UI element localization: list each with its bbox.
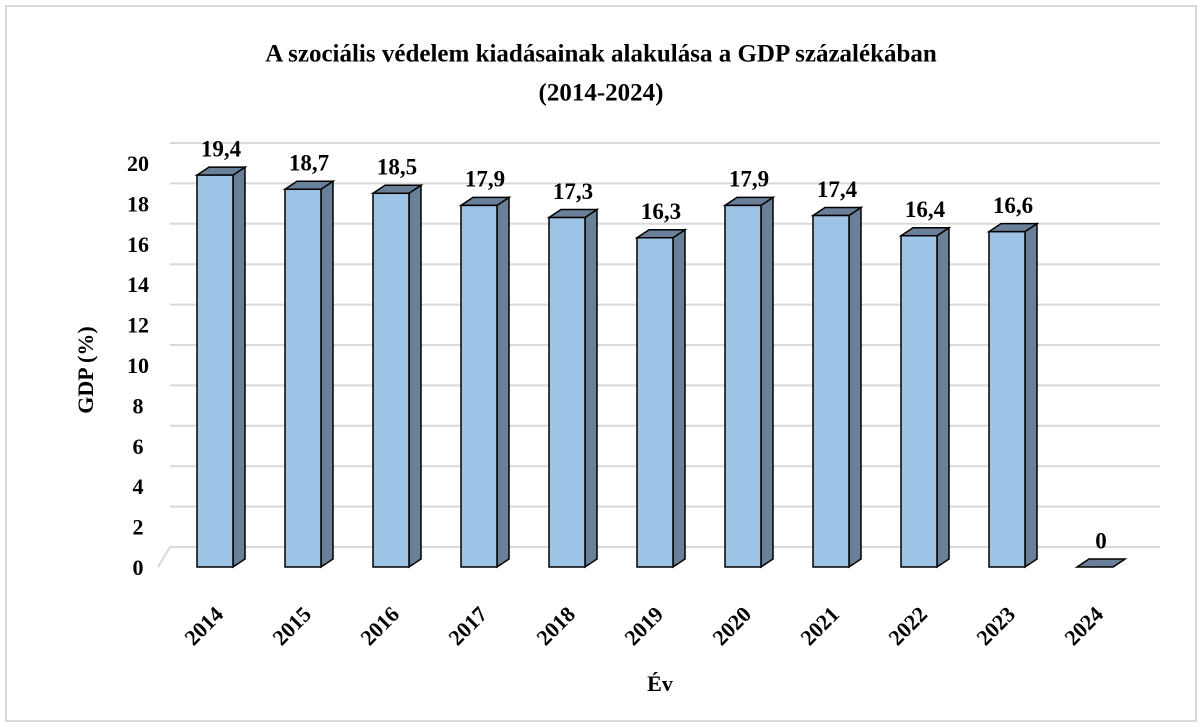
y-axis-label: GDP (%) xyxy=(73,326,98,413)
floor-line xyxy=(157,546,171,568)
bar xyxy=(986,222,1040,569)
bar-side xyxy=(848,206,862,569)
y-tick-label: 18 xyxy=(127,191,149,216)
data-label: 18,7 xyxy=(289,151,329,176)
bar-front xyxy=(724,204,762,568)
bar-side xyxy=(672,228,686,569)
data-label: 17,4 xyxy=(817,177,858,202)
bar-side xyxy=(936,226,950,569)
data-label: 17,9 xyxy=(465,167,505,192)
x-axis-label: Év xyxy=(647,671,673,696)
bar-side xyxy=(1024,222,1038,569)
bar xyxy=(810,206,864,569)
data-label: 16,4 xyxy=(905,197,946,222)
bar xyxy=(898,226,952,569)
bar xyxy=(1074,558,1128,568)
bar-side xyxy=(584,208,598,569)
bar xyxy=(634,228,688,569)
bar xyxy=(194,165,248,569)
bar xyxy=(282,179,336,569)
data-label: 17,3 xyxy=(553,179,593,204)
bar-front xyxy=(900,234,938,568)
bar-side xyxy=(232,165,246,569)
bar xyxy=(458,196,512,569)
data-label: 0 xyxy=(1095,528,1107,553)
bar-side xyxy=(408,183,422,569)
y-tick-label: 6 xyxy=(133,434,144,459)
bar-front xyxy=(372,192,410,568)
y-tick-label: 20 xyxy=(127,151,149,176)
bar-side xyxy=(320,179,334,569)
y-tick-label: 4 xyxy=(133,474,144,499)
data-label: 16,3 xyxy=(641,199,681,224)
bar-top xyxy=(1074,558,1128,568)
data-label: 18,5 xyxy=(377,155,417,180)
bar-front xyxy=(284,188,322,568)
bar-front xyxy=(988,230,1026,568)
y-tick-label: 16 xyxy=(127,232,149,257)
bar xyxy=(370,183,424,569)
bar-front xyxy=(460,204,498,568)
y-tick-label: 8 xyxy=(133,393,144,418)
data-label: 19,4 xyxy=(201,136,242,161)
data-label: 17,9 xyxy=(729,167,769,192)
y-tick-label: 0 xyxy=(133,555,144,580)
y-tick-label: 14 xyxy=(127,272,149,297)
bar-side xyxy=(760,196,774,569)
bar-front xyxy=(548,216,586,568)
chart-title: A szociális védelem kiadásainak alakulás… xyxy=(265,41,937,68)
bar-front xyxy=(812,214,850,568)
y-tick-label: 10 xyxy=(127,353,149,378)
y-tick-label: 12 xyxy=(127,313,149,338)
bar-front xyxy=(636,236,674,568)
y-tick-label: 2 xyxy=(133,515,144,540)
bar xyxy=(546,208,600,569)
data-label: 16,6 xyxy=(993,193,1033,218)
bar xyxy=(722,196,776,569)
bar-side xyxy=(496,196,510,569)
bar-front xyxy=(196,174,234,568)
chart-subtitle: (2014-2024) xyxy=(539,80,664,107)
